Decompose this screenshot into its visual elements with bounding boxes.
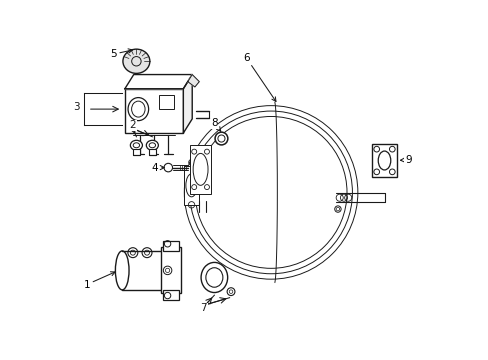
Text: 9: 9 [400,155,411,165]
Bar [163,290,179,300]
Bar [372,144,396,177]
Ellipse shape [215,132,227,145]
Polygon shape [124,75,192,89]
Ellipse shape [201,262,227,293]
Bar [133,149,140,155]
Text: 5: 5 [110,49,132,59]
Text: 7: 7 [200,303,206,313]
Text: 6: 6 [243,53,275,102]
Ellipse shape [115,251,129,290]
Bar [189,145,210,194]
Polygon shape [187,75,199,87]
Ellipse shape [130,140,142,150]
Bar [159,95,173,109]
Bar [124,89,183,133]
Bar [163,241,179,251]
Ellipse shape [122,49,149,73]
Bar [161,247,181,293]
Text: 1: 1 [83,272,115,289]
Text: 4: 4 [152,163,164,172]
Text: 2: 2 [129,120,136,130]
Bar [183,166,199,205]
Ellipse shape [146,140,158,150]
Polygon shape [183,75,192,133]
Text: 8: 8 [211,118,220,131]
Bar [148,149,156,155]
Text: 3: 3 [73,102,80,112]
